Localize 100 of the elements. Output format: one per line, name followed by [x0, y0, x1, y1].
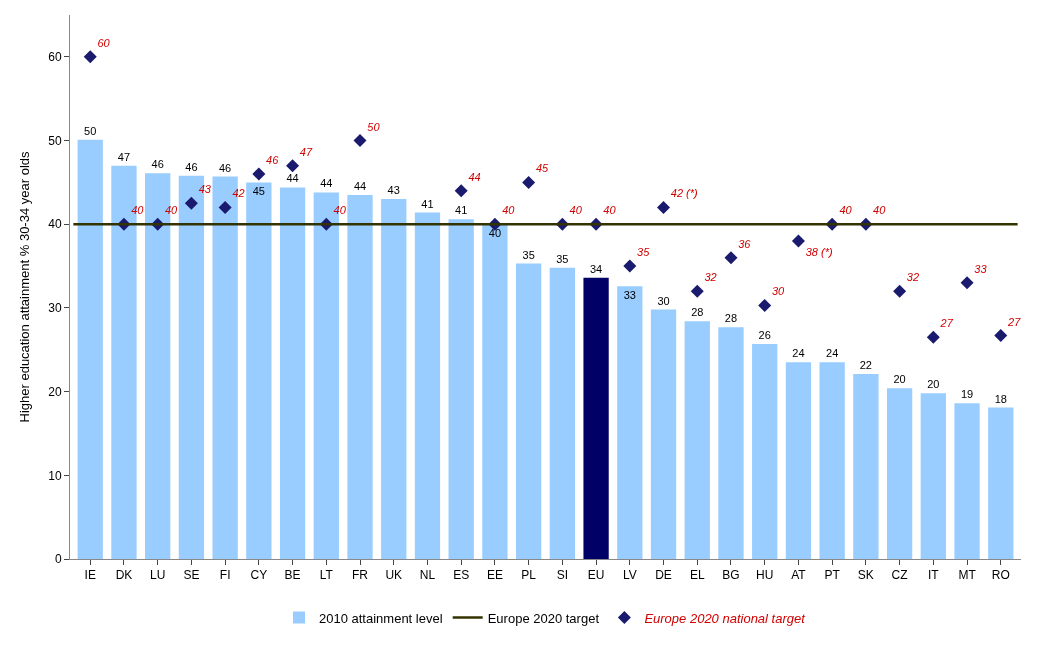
y-tick-label: 50 [48, 133, 62, 148]
data-label: 41 [455, 204, 468, 217]
bar [920, 393, 946, 559]
data-label: 22 [859, 359, 872, 372]
x-tick-label: ES [453, 568, 470, 583]
data-label: 44 [353, 179, 367, 192]
point [286, 159, 300, 173]
x-tick-label: PT [824, 568, 841, 583]
data-label: 60 [97, 36, 111, 49]
data-label: 18 [994, 392, 1007, 405]
data-label: 50 [84, 124, 97, 137]
x-tick-label: BE [284, 568, 301, 583]
data-label: 28 [724, 312, 738, 325]
data-label: 40 [488, 227, 502, 240]
data-label: 30 [657, 294, 670, 307]
data-label: 46 [151, 158, 164, 171]
point [926, 330, 940, 344]
point [657, 200, 671, 214]
bar [886, 388, 913, 559]
x-tick-label: RO [991, 568, 1010, 583]
bar [482, 224, 508, 559]
data-label: 40 [502, 204, 516, 217]
x-tick-label: EE [486, 568, 503, 583]
x-tick-label: FR [352, 568, 369, 583]
legend-label: Europe 2020 national target [644, 610, 807, 626]
y-axis-title: Higher education attainment % 30-34 year olds [17, 151, 33, 423]
point [791, 234, 805, 248]
x-tick-label: EL [689, 568, 705, 583]
legend-label: 2010 attainment level [319, 610, 443, 626]
bar [583, 277, 609, 559]
x-tick-label: PL [521, 568, 537, 583]
x-tick-label: IT [927, 568, 940, 583]
bar [347, 194, 373, 559]
bar [819, 362, 845, 559]
x-tick-label: EU [587, 568, 605, 583]
point [184, 196, 198, 210]
bar [718, 327, 744, 559]
data-label: 26 [758, 328, 771, 341]
x-tick-label: FI [219, 568, 231, 583]
point [522, 175, 536, 189]
data-label: 28 [691, 306, 704, 319]
x-tick-label: AT [791, 568, 807, 583]
point [83, 50, 97, 64]
data-label: 46 [219, 161, 232, 174]
point [994, 329, 1008, 343]
bar [853, 374, 879, 559]
x-tick-label: LT [319, 568, 334, 583]
data-label: 46 [185, 160, 198, 173]
bar [549, 267, 576, 559]
y-tick-label: 20 [48, 384, 62, 399]
data-label: 24 [826, 347, 839, 360]
bar [752, 343, 778, 559]
x-tick-label: IE [84, 568, 96, 583]
x-tick-label: MT [958, 568, 977, 583]
data-label: 40 [839, 204, 853, 217]
point [353, 134, 367, 148]
data-label: 46 [266, 154, 280, 167]
data-label: 35 [522, 248, 535, 261]
x-tick-label: SE [183, 568, 200, 583]
point [724, 251, 738, 265]
x-tick-label: LU [150, 568, 166, 583]
bar [954, 403, 980, 559]
legend-label: Europe 2020 target [487, 610, 600, 626]
point [690, 284, 704, 298]
data-label: 45 [535, 162, 550, 175]
data-label: 50 [367, 120, 381, 133]
point [960, 276, 974, 290]
y-tick-label: 10 [48, 468, 62, 483]
point [252, 167, 266, 181]
data-label: 44 [320, 177, 333, 190]
data-label: 41 [421, 197, 434, 210]
x-tick-label: HU [756, 568, 774, 583]
bar [988, 407, 1014, 559]
data-label: 40 [164, 204, 179, 217]
x-tick-label: SI [556, 568, 569, 583]
bar [279, 187, 306, 559]
data-label: 45 [252, 185, 265, 198]
data-label: 32 [906, 271, 920, 284]
data-label: 38 (*) [805, 246, 833, 259]
data-label: 36 [738, 237, 752, 250]
data-label: 30 [771, 285, 786, 298]
bar [684, 321, 710, 559]
data-label: 43 [387, 184, 400, 197]
y-tick-label: 0 [54, 552, 62, 567]
x-tick-label: UK [385, 568, 403, 583]
data-label: 20 [927, 378, 940, 391]
bar [77, 139, 103, 559]
data-label: 20 [893, 373, 906, 386]
y-tick-label: 40 [48, 217, 62, 232]
data-label: 34 [589, 262, 603, 275]
data-label: 27 [1007, 315, 1022, 328]
data-label: 40 [603, 204, 617, 217]
bar [785, 362, 812, 559]
data-label: 33 [974, 262, 988, 275]
data-label: 40 [569, 204, 583, 217]
data-label: 35 [556, 252, 569, 265]
point [758, 298, 772, 312]
x-tick-label: CY [250, 568, 268, 583]
x-tick-label: NL [419, 568, 436, 583]
x-tick-label: LV [622, 568, 637, 583]
